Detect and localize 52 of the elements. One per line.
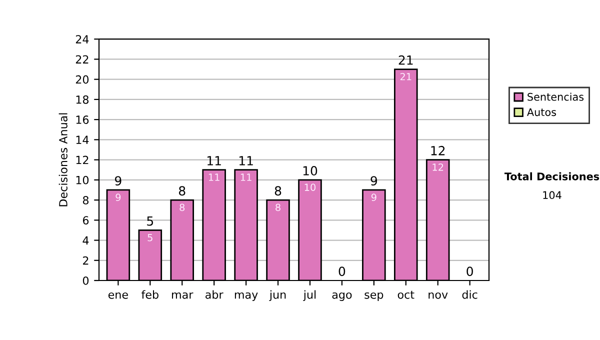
total-label: 11 [239,156,253,166]
x-tick-label: ago [332,292,352,301]
total-label: 5 [147,216,154,226]
y-tick-label: 4 [82,236,89,244]
y-tick-label: 20 [76,75,89,84]
y-tick-label: 12 [76,156,88,164]
legend-label: Autos [527,108,556,116]
data-label: 8 [180,204,185,212]
data-label: 8 [276,204,280,212]
x-tick-label: jul [303,290,316,301]
x-tick-label: oct [398,290,414,299]
total-label: 21 [398,55,413,65]
total-label: 8 [274,186,282,196]
total-label: 10 [303,166,318,176]
total-label: 9 [370,176,378,186]
total-label: 8 [178,186,186,196]
x-tick-label: ene [108,292,128,299]
y-axis-title: Decisiones Anual [58,113,68,206]
x-tick-label: sep [364,292,384,301]
data-label: 11 [240,174,252,181]
x-tick-label: nov [428,292,448,299]
data-label: 10 [304,184,316,191]
total-label: 0 [466,266,473,276]
total-label: 9 [114,176,122,186]
total-label: 12 [431,146,445,156]
x-tick-label: jun [269,290,286,301]
y-tick-label: 0 [82,276,89,285]
y-tick-label: 22 [76,55,88,64]
total-label: 0 [338,266,346,276]
x-tick-label: may [234,292,258,301]
data-label: 5 [148,234,152,242]
y-tick-label: 6 [82,216,89,225]
y-tick-label: 14 [76,136,89,144]
x-tick-label: dic [462,290,478,299]
y-tick-label: 8 [82,196,89,204]
data-label: 9 [371,194,376,202]
data-label: 21 [400,72,412,80]
y-tick-label: 2 [83,256,88,265]
y-tick-label: 16 [76,116,89,124]
data-label: 12 [432,163,444,171]
legend-label: Sentencias [528,92,584,101]
data-label: 9 [116,194,121,202]
y-tick-label: 24 [76,35,89,44]
x-tick-label: feb [142,290,158,299]
y-tick-label: 10 [76,176,89,184]
x-tick-label: mar [172,292,194,299]
text: Total Decisiones [504,172,600,180]
total-label: 11 [208,156,221,166]
x-tick-label: abr [206,290,224,299]
text: 104 [543,191,562,200]
y-tick-label: 18 [76,95,89,104]
data-label: 11 [208,174,220,181]
